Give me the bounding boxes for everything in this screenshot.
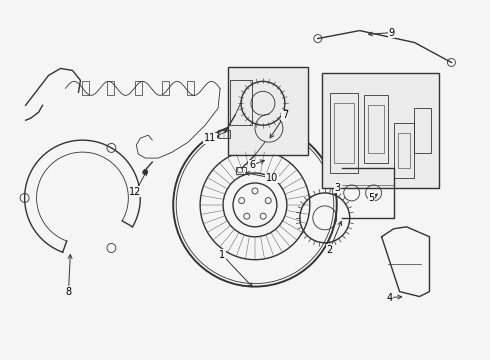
Bar <box>162 81 169 95</box>
Bar <box>334 103 354 163</box>
Bar <box>107 81 114 95</box>
Text: 12: 12 <box>129 187 142 197</box>
Bar <box>330 93 358 173</box>
Text: 8: 8 <box>66 287 72 297</box>
Text: 11: 11 <box>204 133 216 143</box>
Text: 4: 4 <box>387 293 392 302</box>
Bar <box>236 167 246 174</box>
Bar <box>218 130 230 138</box>
Bar <box>397 133 410 168</box>
Text: 7: 7 <box>282 110 288 120</box>
Bar <box>393 123 414 178</box>
Bar <box>322 73 440 188</box>
Text: 9: 9 <box>389 28 394 37</box>
Text: 6: 6 <box>249 160 255 170</box>
Bar <box>187 81 194 95</box>
Bar <box>364 95 388 163</box>
Bar <box>135 81 142 95</box>
Text: 1: 1 <box>219 250 225 260</box>
Bar <box>230 80 252 125</box>
Bar <box>368 105 384 153</box>
Bar <box>228 67 308 155</box>
Text: 5: 5 <box>368 193 375 203</box>
Bar <box>414 108 432 153</box>
Circle shape <box>143 170 148 175</box>
Text: 10: 10 <box>266 173 278 183</box>
Text: 2: 2 <box>327 245 333 255</box>
Text: 3: 3 <box>335 183 341 193</box>
Bar <box>82 81 89 95</box>
